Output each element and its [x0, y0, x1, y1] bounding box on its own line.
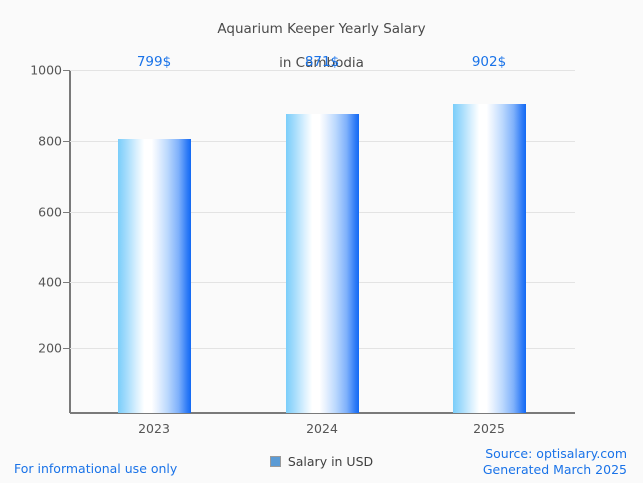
x-tick-label-2025: 2025: [473, 421, 505, 436]
bar-value-label-2023: 799$: [136, 54, 172, 70]
x-tick-label-2023: 2023: [138, 421, 170, 436]
y-tick-mark-400: [63, 282, 69, 283]
source-block: Source: optisalary.com Generated March 2…: [483, 446, 627, 478]
y-tick-mark-800: [63, 141, 69, 142]
chart-title-line-1: Aquarium Keeper Yearly Salary: [217, 21, 426, 37]
y-axis-tick-labels: 1000 800 600 400 200: [0, 0, 62, 483]
y-tick-mark-600: [63, 212, 69, 213]
y-tick-label-400: 400: [38, 274, 62, 290]
generated-date: Generated March 2025: [482, 462, 627, 477]
source-attribution: Source: optisalary.com: [485, 446, 627, 461]
plot-area: [70, 70, 575, 413]
bar-value-label-2025: 902$: [471, 54, 507, 70]
x-tick-label-2024: 2024: [306, 421, 338, 436]
chart-title-line-2: in Cambodia: [279, 55, 364, 71]
gridline-1000: [70, 70, 575, 71]
bar-2024[interactable]: [286, 114, 359, 413]
y-axis-line: [69, 70, 71, 413]
legend-label-salary-in-usd: Salary in USD: [287, 454, 374, 469]
y-tick-label-200: 200: [38, 340, 62, 356]
legend-swatch-salary-in-usd: [269, 456, 281, 467]
chart-legend: Salary in USD: [0, 454, 643, 469]
y-tick-label-800: 800: [38, 133, 62, 149]
y-tick-mark-1000: [63, 70, 69, 71]
bar-2023[interactable]: [118, 139, 191, 413]
bar-2025[interactable]: [453, 103, 526, 413]
y-tick-mark-200: [63, 348, 69, 349]
chart-title: Aquarium Keeper Yearly Salary in Cambodi…: [0, 4, 643, 89]
y-tick-label-600: 600: [38, 204, 62, 220]
bar-value-label-2024: 871$: [304, 54, 340, 70]
y-tick-label-1000: 1000: [30, 62, 62, 78]
disclaimer-text: For informational use only: [14, 461, 178, 476]
